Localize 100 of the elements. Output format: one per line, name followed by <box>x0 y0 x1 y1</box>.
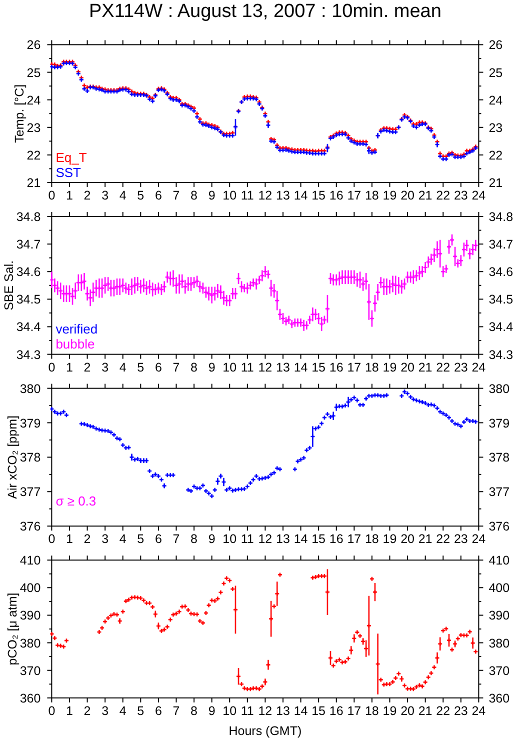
y-tick-label: 21 <box>26 176 41 190</box>
x-tick-label: 16 <box>329 704 344 718</box>
x-tick-label: 18 <box>364 360 379 374</box>
x-tick-label: 8 <box>190 360 198 374</box>
x-tick-label: 0 <box>48 188 56 202</box>
x-tick-label: 2 <box>84 188 91 202</box>
x-tick-label: 2 <box>84 360 91 374</box>
y-tick-label: 34.3 <box>16 348 41 362</box>
x-tick-label: 7 <box>172 704 180 718</box>
x-tick-label: 20 <box>400 704 415 718</box>
x-tick-label: 8 <box>190 704 198 718</box>
y-tick-label: 370 <box>20 664 41 678</box>
chart-title: PX114W : August 13, 2007 : 10min. mean <box>88 1 442 22</box>
x-tick-label: 12 <box>258 360 272 374</box>
x-tick-label: 14 <box>294 360 308 374</box>
y-tick-label: 34.5 <box>16 292 41 307</box>
y-axis-title: Air xCO₂ [ppm] <box>5 416 20 499</box>
x-tick-label: 13 <box>276 704 290 718</box>
x-tick-label: 23 <box>454 704 468 718</box>
x-tick-label: 2 <box>84 704 91 718</box>
x-tick-label: 18 <box>364 188 379 202</box>
y2-tick-label: 24 <box>488 93 503 108</box>
y-tick-label: 26 <box>26 38 41 52</box>
x-tick-label: 15 <box>312 188 326 202</box>
x-tick-label: 21 <box>418 532 432 546</box>
y-tick-label: 378 <box>20 450 41 465</box>
y2-tick-label: 25 <box>488 66 503 80</box>
x-tick-label: 17 <box>347 188 362 202</box>
x-tick-label: 22 <box>436 188 450 202</box>
x-tick-label: 1 <box>66 360 74 374</box>
y-tick-label: 380 <box>20 382 41 396</box>
x-tick-label: 24 <box>472 704 486 718</box>
text: Eq_T <box>56 150 87 165</box>
x-tick-label: 4 <box>119 188 126 202</box>
x-tick-label: 15 <box>312 360 326 374</box>
x-tick-label: 4 <box>119 704 126 718</box>
y2-tick-label: 379 <box>488 416 510 430</box>
x-tick-label: 11 <box>240 704 254 718</box>
x-tick-label: 13 <box>276 360 290 374</box>
legend-label: verified <box>56 322 98 337</box>
x-tick-label: 7 <box>172 188 180 202</box>
y-tick-label: 34.4 <box>16 320 41 334</box>
x-tick-label: 19 <box>382 360 397 374</box>
x-tick-label: 21 <box>418 360 432 374</box>
annotation: σ ≥ 0.3 <box>56 494 96 508</box>
x-tick-label: 9 <box>208 360 216 374</box>
y-tick-label: 380 <box>20 636 41 650</box>
x-axis-title: Hours (GMT) <box>228 724 302 738</box>
y2-tick-label: 34.5 <box>488 292 514 307</box>
x-tick-label: 6 <box>154 532 162 546</box>
x-tick-label: 24 <box>472 532 486 546</box>
x-tick-label: 10 <box>222 188 237 202</box>
x-tick-label: 20 <box>400 188 415 202</box>
x-tick-label: 13 <box>276 532 290 546</box>
x-tick-label: 23 <box>454 532 468 546</box>
x-tick-label: 14 <box>294 532 308 546</box>
x-tick-label: 17 <box>347 704 362 718</box>
y-axis-title: SBE Sal. <box>2 260 16 310</box>
x-tick-label: 18 <box>364 532 379 546</box>
x-tick-label: 19 <box>382 188 397 202</box>
x-tick-label: 3 <box>102 532 109 546</box>
x-tick-label: 15 <box>312 532 326 546</box>
y2-tick-label: 370 <box>488 664 510 678</box>
x-tick-label: 14 <box>294 704 308 718</box>
x-tick-label: 16 <box>329 188 344 202</box>
y-tick-label: 34.6 <box>16 265 41 280</box>
x-tick-label: 17 <box>347 360 362 374</box>
x-tick-label: 17 <box>347 532 362 546</box>
x-tick-label: 24 <box>472 360 486 374</box>
x-tick-label: 5 <box>137 704 144 718</box>
y2-tick-label: 21 <box>488 176 503 190</box>
y-tick-label: 410 <box>20 554 41 568</box>
y2-tick-label: 360 <box>488 691 510 706</box>
y-tick-label: 377 <box>20 485 41 500</box>
x-tick-label: 0 <box>48 704 56 718</box>
x-tick-label: 8 <box>190 532 198 546</box>
x-tick-label: 3 <box>102 704 109 718</box>
text: SST <box>56 164 82 180</box>
x-tick-label: 16 <box>329 532 344 546</box>
x-tick-label: 10 <box>222 532 237 546</box>
x-tick-label: 4 <box>119 532 126 546</box>
y-tick-label: 376 <box>20 520 41 534</box>
x-tick-label: 7 <box>172 532 180 546</box>
y2-tick-label: 377 <box>488 485 510 500</box>
x-tick-label: 10 <box>222 704 237 718</box>
x-tick-label: 13 <box>276 188 290 202</box>
y-tick-label: 23 <box>26 120 41 135</box>
x-tick-label: 20 <box>400 532 415 546</box>
x-tick-label: 11 <box>240 188 254 202</box>
y-axis-title: Temp. [°C] <box>12 84 26 143</box>
x-tick-label: 8 <box>190 188 198 202</box>
y-tick-label: 34.8 <box>16 210 41 224</box>
y2-tick-label: 23 <box>488 120 503 135</box>
x-tick-label: 7 <box>172 360 180 374</box>
x-tick-label: 3 <box>102 360 109 374</box>
x-tick-label: 9 <box>208 188 216 202</box>
x-tick-label: 11 <box>240 532 254 546</box>
y-tick-label: 22 <box>26 148 41 162</box>
x-tick-label: 1 <box>66 532 74 546</box>
y2-tick-label: 390 <box>488 608 510 623</box>
